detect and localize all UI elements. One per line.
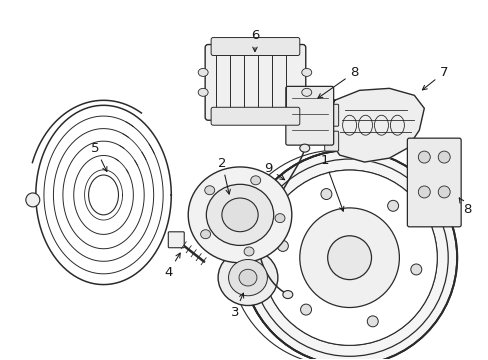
FancyBboxPatch shape <box>324 131 338 151</box>
FancyBboxPatch shape <box>205 45 305 120</box>
Ellipse shape <box>301 68 311 76</box>
Ellipse shape <box>198 88 208 96</box>
Text: 8: 8 <box>317 66 358 98</box>
Ellipse shape <box>244 247 253 256</box>
Ellipse shape <box>222 198 258 232</box>
Circle shape <box>437 186 449 198</box>
Ellipse shape <box>274 213 285 222</box>
Text: 1: 1 <box>320 154 343 211</box>
Ellipse shape <box>299 144 309 152</box>
Circle shape <box>417 186 429 198</box>
Ellipse shape <box>200 230 210 239</box>
Text: 3: 3 <box>230 293 243 319</box>
FancyBboxPatch shape <box>285 86 333 145</box>
Circle shape <box>437 151 449 163</box>
Ellipse shape <box>26 193 40 207</box>
Ellipse shape <box>198 68 208 76</box>
Ellipse shape <box>320 189 331 199</box>
FancyBboxPatch shape <box>211 107 299 125</box>
Ellipse shape <box>188 167 291 263</box>
FancyBboxPatch shape <box>324 104 338 126</box>
Ellipse shape <box>327 236 371 280</box>
Ellipse shape <box>206 184 273 246</box>
Ellipse shape <box>410 264 421 275</box>
Text: 8: 8 <box>458 198 470 216</box>
Ellipse shape <box>239 269 256 286</box>
FancyBboxPatch shape <box>168 232 184 248</box>
Ellipse shape <box>242 150 456 360</box>
FancyBboxPatch shape <box>211 37 299 55</box>
Ellipse shape <box>218 250 277 306</box>
Circle shape <box>417 151 429 163</box>
Ellipse shape <box>228 260 267 296</box>
Ellipse shape <box>366 316 377 327</box>
Ellipse shape <box>301 88 311 96</box>
Text: 5: 5 <box>91 141 107 171</box>
Text: 4: 4 <box>164 253 180 279</box>
Text: 2: 2 <box>217 157 230 194</box>
Text: 9: 9 <box>263 162 284 180</box>
Ellipse shape <box>299 208 399 307</box>
Ellipse shape <box>262 170 436 345</box>
Ellipse shape <box>204 186 214 195</box>
Ellipse shape <box>300 304 311 315</box>
Ellipse shape <box>387 200 398 211</box>
FancyBboxPatch shape <box>407 138 460 227</box>
Ellipse shape <box>282 291 292 298</box>
Ellipse shape <box>250 176 260 185</box>
Text: 6: 6 <box>250 29 259 51</box>
Polygon shape <box>327 88 424 162</box>
Ellipse shape <box>88 175 118 215</box>
Ellipse shape <box>277 240 288 251</box>
Text: 7: 7 <box>422 66 447 90</box>
